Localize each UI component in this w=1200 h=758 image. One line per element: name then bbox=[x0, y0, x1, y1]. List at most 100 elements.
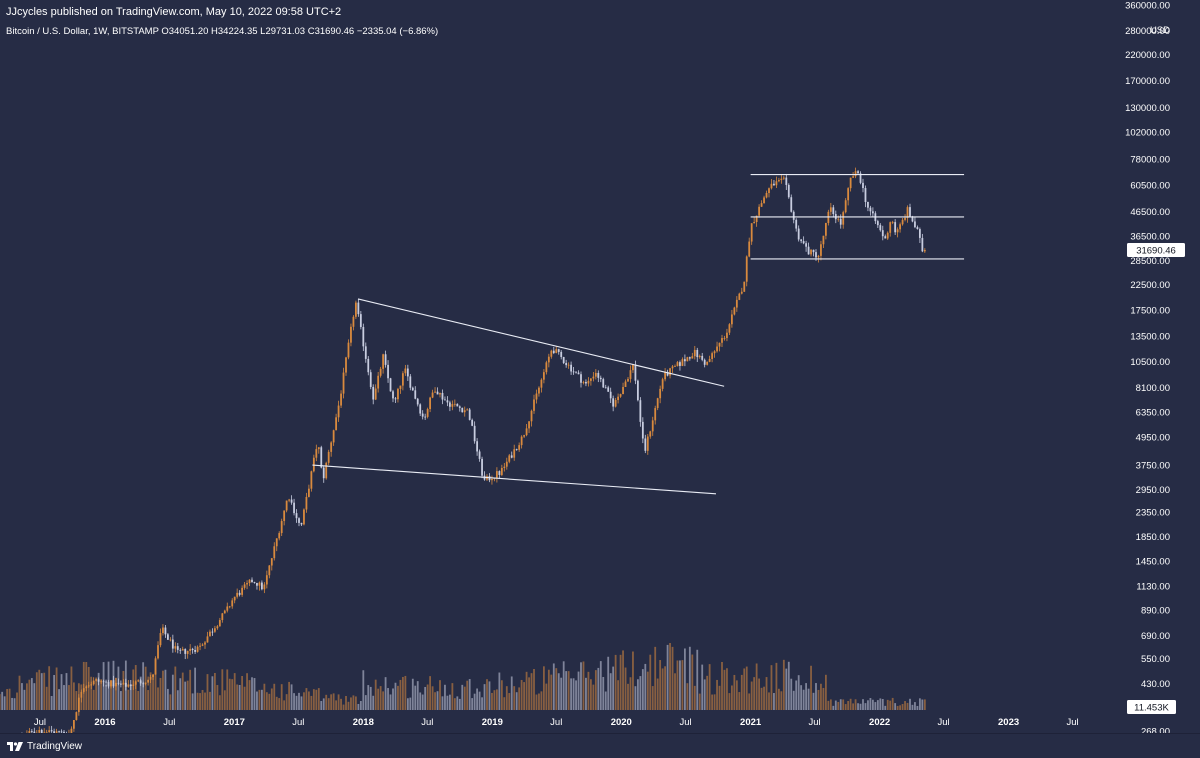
volume-bar bbox=[777, 688, 780, 710]
volume-bar bbox=[698, 693, 701, 710]
candle-body bbox=[260, 582, 263, 590]
bottom-bar: TradingView bbox=[0, 733, 1200, 758]
candle-body bbox=[312, 457, 315, 472]
volume-bar bbox=[681, 660, 684, 710]
volume-bar bbox=[545, 683, 548, 710]
candle-body bbox=[523, 435, 526, 437]
volume-bar bbox=[87, 667, 90, 710]
volume-bar bbox=[268, 693, 271, 710]
volume-bar bbox=[528, 677, 530, 710]
candle-body bbox=[367, 358, 370, 373]
volume-bar bbox=[184, 681, 187, 710]
volume-bar bbox=[540, 691, 543, 710]
volume-bar bbox=[179, 678, 182, 710]
volume-bar bbox=[384, 677, 387, 710]
volume-bar bbox=[176, 690, 179, 710]
volume-bar bbox=[248, 680, 251, 710]
volume-bar bbox=[493, 690, 496, 710]
candle-body bbox=[619, 394, 622, 397]
candle-body bbox=[775, 181, 778, 186]
price-tick-label: 102000.00 bbox=[1125, 128, 1170, 139]
candle-body bbox=[214, 628, 216, 632]
volume-bar bbox=[800, 685, 803, 710]
candle-body bbox=[384, 354, 387, 365]
candle-body bbox=[439, 392, 441, 395]
candle-body bbox=[471, 419, 474, 426]
candle-body bbox=[735, 299, 738, 308]
volume-bar bbox=[174, 666, 177, 710]
candle-body bbox=[607, 387, 610, 392]
volume-bar bbox=[251, 677, 253, 710]
volume-bar bbox=[478, 691, 481, 710]
volume-bar bbox=[33, 683, 36, 710]
volume-bar bbox=[152, 674, 154, 710]
volume-bar bbox=[303, 692, 305, 710]
candle-body bbox=[280, 521, 283, 534]
volume-bar bbox=[394, 682, 397, 710]
candle-body bbox=[322, 467, 325, 479]
candle-body bbox=[730, 314, 733, 325]
candle-body bbox=[288, 499, 291, 501]
candle-body bbox=[864, 188, 867, 202]
volume-bar bbox=[144, 666, 147, 710]
candle-body bbox=[110, 680, 112, 687]
candle-body bbox=[466, 409, 469, 411]
volume-bar bbox=[1, 691, 4, 710]
volume-bar bbox=[622, 650, 624, 710]
candle-body bbox=[152, 674, 154, 677]
time-tick-label: Jul bbox=[421, 717, 433, 728]
volume-bar bbox=[18, 675, 21, 710]
volume-bar bbox=[617, 680, 620, 710]
volume-bar bbox=[696, 649, 699, 710]
candle-body bbox=[795, 219, 798, 229]
candle-body bbox=[515, 449, 518, 451]
price-tick-label: 220000.00 bbox=[1125, 50, 1170, 61]
candle-body bbox=[55, 731, 58, 734]
candle-body bbox=[446, 400, 449, 403]
volume-bar bbox=[609, 673, 612, 710]
candle-body bbox=[755, 215, 758, 222]
candle-body bbox=[241, 587, 244, 595]
volume-bar bbox=[369, 686, 372, 710]
candle-body bbox=[216, 626, 219, 629]
volume-bar bbox=[787, 661, 790, 710]
candle-body bbox=[112, 680, 115, 687]
volume-bar bbox=[90, 676, 93, 710]
volume-bar bbox=[476, 688, 479, 710]
candle-body bbox=[315, 449, 318, 458]
price-tick-label: 430.00 bbox=[1141, 679, 1170, 690]
candle-body bbox=[354, 302, 357, 317]
volume-bar bbox=[149, 672, 152, 710]
candle-body bbox=[362, 326, 365, 347]
candle-body bbox=[263, 584, 266, 590]
volume-bar bbox=[241, 675, 244, 710]
candle-body bbox=[824, 222, 827, 236]
candle-body bbox=[510, 455, 513, 458]
candle-body bbox=[750, 223, 753, 242]
volume-bar bbox=[186, 680, 189, 710]
candle-body bbox=[807, 246, 810, 255]
candle-body bbox=[270, 558, 273, 566]
tradingview-brand[interactable]: TradingView bbox=[7, 741, 82, 752]
volume-bar bbox=[881, 698, 884, 710]
volume-bar bbox=[367, 685, 370, 710]
volume-bar bbox=[505, 686, 508, 710]
price-tick-label: 1450.00 bbox=[1136, 556, 1170, 567]
volume-bar bbox=[785, 668, 788, 710]
volume-bar bbox=[191, 693, 194, 710]
volume-bar bbox=[587, 671, 590, 710]
candle-body bbox=[810, 249, 812, 255]
volume-bar bbox=[209, 691, 211, 710]
candle-body bbox=[137, 680, 140, 682]
volume-bar bbox=[716, 679, 718, 710]
candle-body bbox=[651, 420, 654, 432]
candle-body bbox=[711, 353, 714, 359]
candle-body bbox=[117, 682, 120, 684]
candle-body bbox=[436, 391, 439, 395]
candle-body bbox=[505, 461, 508, 467]
volume-bar bbox=[8, 688, 11, 710]
candle-body bbox=[206, 636, 209, 643]
candle-body bbox=[785, 177, 788, 185]
volume-bar bbox=[439, 680, 441, 710]
